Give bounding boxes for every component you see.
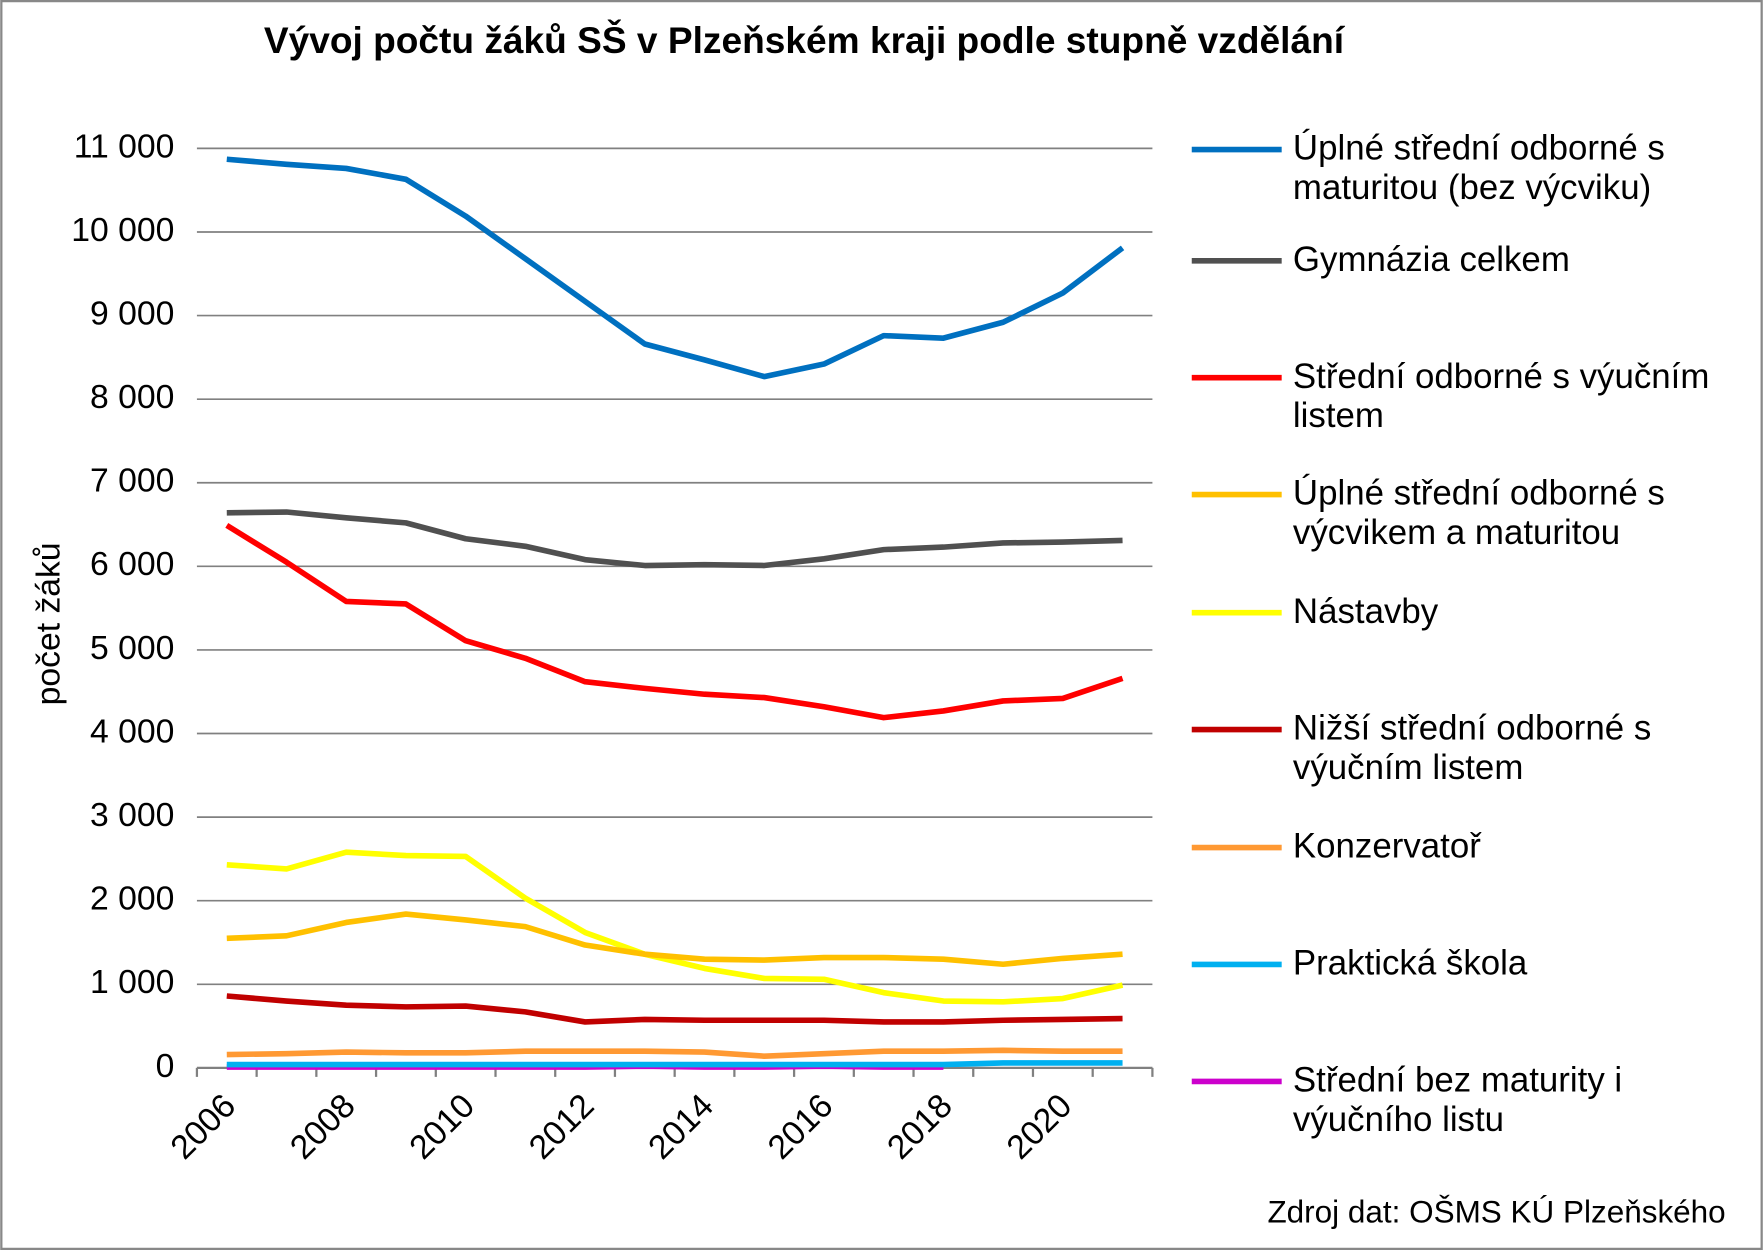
- y-tick-label: 9 000: [90, 294, 174, 332]
- legend-label: Nižší střední odborné s výučním listem: [1292, 708, 1652, 787]
- y-tick-label: 2 000: [90, 880, 174, 918]
- legend-item: Úplné střední odborné s maturitou (bez v…: [1292, 128, 1665, 207]
- y-tick-label: 1 000: [90, 963, 174, 1001]
- series-line: [226, 849, 1124, 1005]
- legend-item: Nižší střední odborné s výučním listem: [1292, 708, 1652, 787]
- y-tick-label: 3 000: [90, 796, 174, 834]
- legend-label: Střední bez maturity i výučního listu: [1292, 1060, 1623, 1139]
- series-line: [226, 993, 1123, 1025]
- y-tick-label: 4 000: [90, 712, 174, 750]
- legend-label: Gymnázia celkem: [1292, 239, 1570, 279]
- series-line: [225, 522, 1124, 721]
- chart-title: Vývoj počtu žáků SŠ v Plzeňském kraji po…: [263, 19, 1345, 61]
- y-tick-label: 8 000: [90, 378, 174, 416]
- series-line: [226, 911, 1123, 968]
- legend-item: Úplné střední odborné s výcvikem a matur…: [1292, 473, 1665, 552]
- y-tick-label: 11 000: [74, 127, 175, 165]
- series-line: [226, 156, 1125, 380]
- source-note: Zdroj dat: OŠMS KÚ Plzeňského: [1267, 1194, 1725, 1229]
- y-axis-label: počet žáků: [30, 542, 68, 705]
- legend-item: Střední odborné s výučním listem: [1292, 356, 1710, 436]
- legend-label: Úplné střední odborné s maturitou (bez v…: [1292, 128, 1665, 207]
- title-box: Vývoj počtu žáků SŠ v Plzeňském kraji po…: [263, 19, 1345, 61]
- legend-item: Gymnázia celkem: [1292, 239, 1570, 279]
- legend-label: Střední odborné s výučním listem: [1292, 356, 1710, 436]
- series-line: [226, 1060, 1123, 1068]
- series-line: [226, 1047, 1123, 1060]
- y-tick-label: 0: [156, 1047, 175, 1085]
- legend-label: Konzervatoř: [1292, 826, 1481, 866]
- y-tick-label: 10 000: [71, 211, 174, 249]
- y-tick-label: 5 000: [90, 629, 174, 667]
- legend-label: Úplné střední odborné s výcvikem a matur…: [1292, 473, 1665, 552]
- legend-item: Střední bez maturity i výučního listu: [1292, 1060, 1623, 1139]
- y-tick-label: 6 000: [90, 545, 174, 583]
- legend-label: Nástavby: [1292, 591, 1439, 631]
- legend-item: Konzervatoř: [1292, 826, 1481, 866]
- legend-item: Praktická škola: [1292, 943, 1528, 983]
- y-tick-label: 7 000: [90, 462, 174, 500]
- legend-label: Praktická škola: [1292, 943, 1528, 983]
- series-line: [226, 509, 1123, 569]
- legend-item: Nástavby: [1292, 591, 1439, 631]
